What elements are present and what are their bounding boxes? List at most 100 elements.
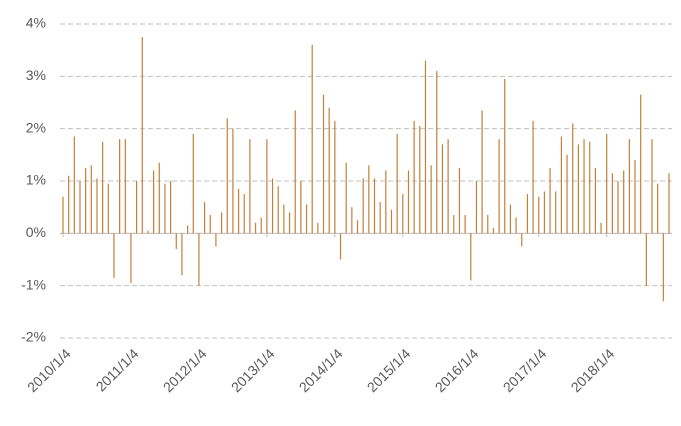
bar [90, 165, 92, 234]
x-tick-label: 2018/1/4 [568, 345, 618, 395]
bar [651, 139, 653, 234]
bar [141, 37, 143, 234]
bar [328, 107, 330, 234]
bar [498, 139, 500, 234]
bar [198, 233, 200, 286]
bar [441, 144, 444, 234]
bar [305, 204, 308, 234]
bar [85, 167, 87, 234]
bar [402, 194, 404, 234]
bar [288, 212, 291, 234]
bar [232, 128, 234, 234]
bar [243, 194, 245, 234]
bar [96, 178, 98, 234]
bar [385, 170, 387, 234]
bar [407, 170, 410, 234]
bar [464, 215, 466, 234]
bar [334, 120, 336, 234]
y-tick-label: 4% [26, 15, 46, 31]
y-tick-label: 0% [26, 224, 46, 240]
bar [181, 233, 183, 276]
bar [339, 233, 342, 260]
bar [628, 139, 630, 234]
x-tick-label: 2011/1/4 [93, 345, 142, 394]
bar [617, 181, 619, 234]
bar [436, 71, 438, 234]
x-tick-label: 2013/1/4 [228, 345, 278, 395]
bar [283, 204, 285, 234]
bar [107, 183, 109, 234]
bar [68, 175, 70, 234]
bar [158, 162, 160, 234]
y-tick-label: 2% [26, 119, 46, 135]
bar [577, 144, 579, 234]
bar [390, 209, 393, 234]
bar [237, 188, 240, 234]
bar [475, 181, 478, 234]
y-tick-label: 3% [26, 67, 46, 83]
x-tick-label: 2014/1/4 [296, 345, 346, 395]
bar [623, 170, 625, 234]
bar [170, 181, 172, 234]
bar [453, 215, 455, 234]
bar [526, 194, 529, 234]
bar [362, 178, 364, 234]
bar [532, 120, 534, 234]
bar [73, 136, 75, 234]
bar [589, 141, 591, 234]
bar [373, 178, 376, 234]
x-tick-label: 2015/1/4 [364, 345, 414, 395]
bar [396, 133, 398, 234]
bar [538, 196, 540, 234]
x-tick-label: 2010/1/4 [24, 345, 74, 395]
bar [300, 181, 302, 234]
bar [249, 139, 251, 234]
bar [611, 173, 613, 234]
bar [164, 183, 166, 234]
bar [634, 160, 636, 234]
bar [192, 133, 194, 234]
bar [458, 167, 461, 234]
bar [470, 233, 472, 281]
y-tick-label: -2% [21, 329, 46, 345]
bar [560, 136, 562, 234]
bar [549, 167, 551, 234]
bar [102, 141, 104, 234]
bar [345, 162, 347, 234]
bar [509, 204, 512, 234]
bar [215, 233, 217, 247]
bar [226, 118, 228, 234]
bar [130, 233, 132, 284]
y-tick-label: 1% [26, 172, 46, 188]
bar [555, 191, 557, 234]
bar [594, 167, 596, 234]
bar [543, 191, 546, 234]
bar [447, 139, 449, 234]
bar [220, 212, 223, 234]
bar [351, 207, 353, 234]
bar [504, 78, 506, 234]
bar [645, 233, 647, 286]
bar [203, 201, 206, 234]
bar [186, 225, 189, 234]
bar [322, 94, 325, 234]
bar [356, 220, 359, 234]
bar [606, 133, 608, 234]
bar [379, 201, 381, 234]
bar [277, 186, 279, 234]
bar [266, 139, 268, 234]
x-tick-label: 2012/1/4 [160, 345, 210, 395]
bar [271, 178, 274, 234]
bar [424, 60, 427, 234]
y-tick-label: -1% [21, 276, 46, 292]
bar [317, 222, 319, 234]
bar [119, 139, 121, 234]
bar [124, 139, 126, 234]
bar [136, 181, 138, 234]
bar [521, 233, 523, 247]
bar [209, 215, 211, 234]
bar [79, 181, 81, 234]
bar [62, 196, 64, 234]
bar [294, 110, 296, 234]
